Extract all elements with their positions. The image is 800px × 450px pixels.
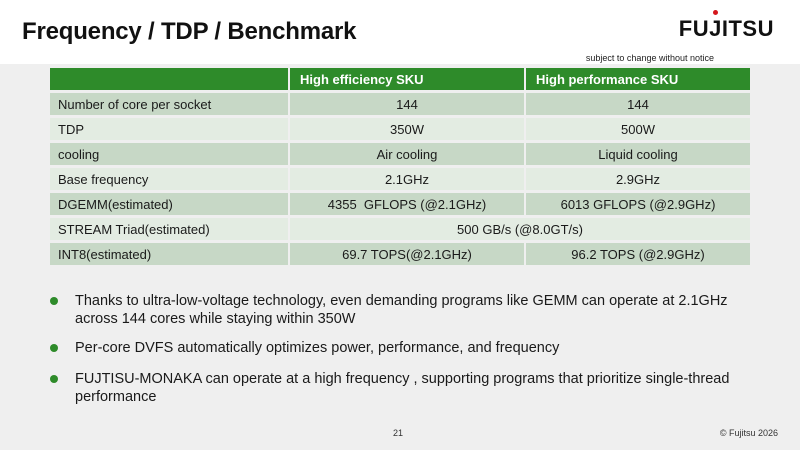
table-row: cooling Air cooling Liquid cooling: [50, 143, 750, 165]
header-high-performance: High performance SKU: [526, 68, 750, 90]
row-value-performance: 6013 GFLOPS (@2.9GHz): [526, 193, 750, 215]
row-value-efficiency: 69.7 TOPS(@2.1GHz): [290, 243, 526, 265]
row-label: INT8(estimated): [50, 243, 290, 265]
row-label: DGEMM(estimated): [50, 193, 290, 215]
row-value-performance: Liquid cooling: [526, 143, 750, 165]
row-value-performance: 96.2 TOPS (@2.9GHz): [526, 243, 750, 265]
row-label: Number of core per socket: [50, 93, 290, 115]
bullet-dot-icon: [50, 344, 58, 352]
row-value-performance: 144: [526, 93, 750, 115]
list-item: Thanks to ultra-low-voltage technology, …: [48, 292, 768, 328]
bullet-list: Thanks to ultra-low-voltage technology, …: [48, 292, 768, 417]
bullet-dot-icon: [50, 375, 58, 383]
slide-header: Frequency / TDP / Benchmark FUJITSU subj…: [0, 0, 800, 64]
table-row: DGEMM(estimated) 4355 GFLOPS (@2.1GHz) 6…: [50, 193, 750, 215]
spec-table: High efficiency SKU High performance SKU…: [50, 65, 750, 268]
header-empty: [50, 68, 290, 90]
header-high-efficiency: High efficiency SKU: [290, 68, 526, 90]
row-value-performance: 2.9GHz: [526, 168, 750, 190]
row-label: cooling: [50, 143, 290, 165]
table-row: TDP 350W 500W: [50, 118, 750, 140]
row-label: TDP: [50, 118, 290, 140]
notice-text: subject to change without notice: [585, 53, 714, 63]
row-value-merged: 500 GB/s (@8.0GT/s): [290, 218, 750, 240]
bullet-text: Thanks to ultra-low-voltage technology, …: [75, 293, 728, 327]
bullet-text: Per-core DVFS automatically optimizes po…: [75, 340, 560, 356]
table-row: STREAM Triad(estimated) 500 GB/s (@8.0GT…: [50, 218, 750, 240]
row-value-efficiency: Air cooling: [290, 143, 526, 165]
row-value-efficiency: 144: [290, 93, 526, 115]
table-row: Base frequency 2.1GHz 2.9GHz: [50, 168, 750, 190]
page-number: 21: [393, 428, 404, 438]
bullet-dot-icon: [50, 297, 58, 305]
row-label: STREAM Triad(estimated): [50, 218, 290, 240]
table-header-row: High efficiency SKU High performance SKU: [50, 68, 750, 90]
list-item: Per-core DVFS automatically optimizes po…: [48, 339, 768, 357]
row-value-efficiency: 4355 GFLOPS (@2.1GHz): [290, 193, 526, 215]
table-row: Number of core per socket 144 144: [50, 93, 750, 115]
bullet-text: FUJTISU-MONAKA can operate at a high fre…: [75, 371, 730, 405]
row-value-efficiency: 350W: [290, 118, 526, 140]
list-item: FUJTISU-MONAKA can operate at a high fre…: [48, 370, 768, 406]
table-row: INT8(estimated) 69.7 TOPS(@2.1GHz) 96.2 …: [50, 243, 750, 265]
row-label: Base frequency: [50, 168, 290, 190]
copyright-text: © Fujitsu 2026: [719, 428, 778, 438]
row-value-performance: 500W: [526, 118, 750, 140]
slide-title: Frequency / TDP / Benchmark: [22, 18, 357, 45]
fujitsu-logo: FUJITSU: [678, 10, 774, 41]
row-value-efficiency: 2.1GHz: [290, 168, 526, 190]
